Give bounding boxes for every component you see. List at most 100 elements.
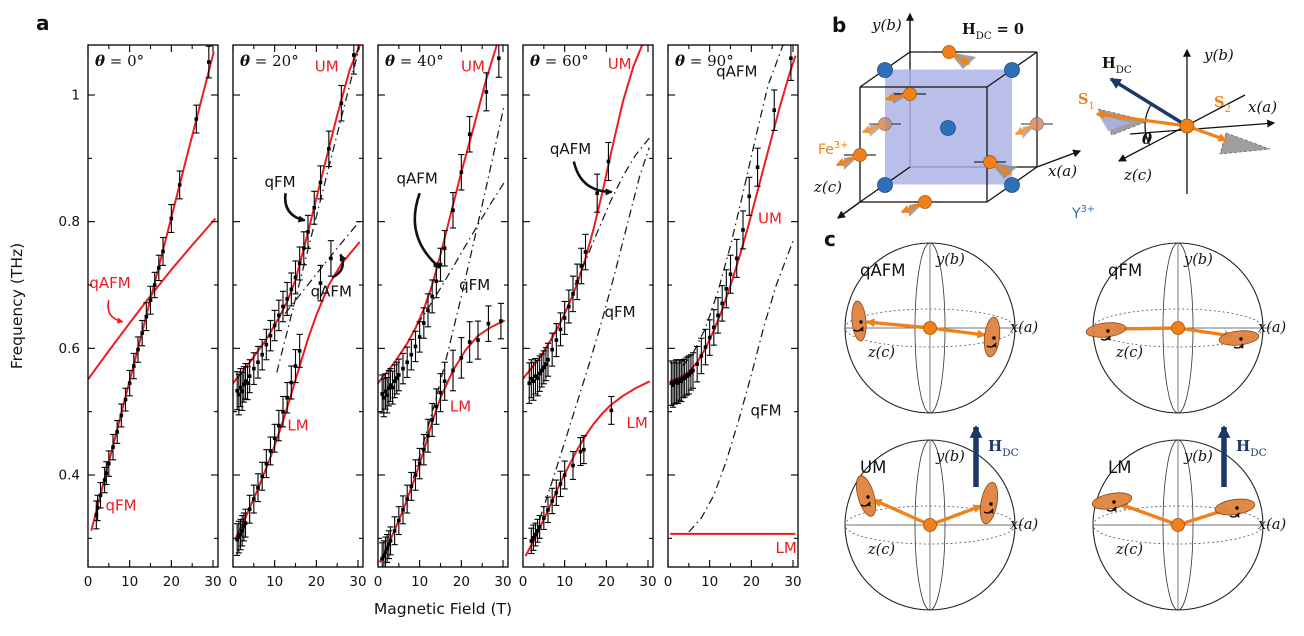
data-point — [412, 459, 419, 491]
curve-label-qfm: qFM — [751, 401, 782, 419]
data-point — [408, 471, 415, 501]
central-ion — [923, 321, 937, 335]
data-point — [288, 365, 295, 400]
spin-s1-arrow — [1095, 110, 1188, 128]
hdc-label: HDC — [1102, 55, 1132, 76]
curve-label-um: UM — [608, 55, 632, 73]
curve-qafm-model — [682, 45, 784, 367]
data-point — [694, 345, 701, 383]
annotation-arrow-qafm — [107, 300, 124, 324]
z-axis-arrow — [837, 201, 861, 219]
central-ion — [1179, 118, 1195, 134]
mode-label-qafm: qAFM — [860, 261, 906, 280]
data-point — [296, 333, 303, 368]
subplot-theta-2: qAFM qFM UM LM θ = 40° 0 10 20 30 — [374, 44, 512, 590]
curve-label-qafm: qAFM — [716, 63, 757, 81]
precession-direction-arrow — [1100, 335, 1111, 341]
data-point — [267, 319, 274, 352]
data-point — [97, 482, 104, 509]
z-axis-label: z(c) — [1115, 542, 1143, 558]
data-point — [412, 330, 419, 363]
data-point — [698, 337, 705, 375]
data-point — [706, 319, 713, 356]
data-point — [408, 338, 415, 371]
mode-sphere-lm: LM y(b) x(a) z(c) HDC — [1091, 425, 1286, 611]
data-point — [275, 299, 282, 332]
mode-label-lm: LM — [1108, 458, 1131, 477]
zero-field-label: HDC = 0 — [962, 21, 1024, 42]
cube-y-axis-label: y(b) — [871, 16, 902, 34]
data-point — [250, 352, 257, 385]
spin-arrow-left — [872, 498, 931, 527]
data-point — [271, 309, 278, 342]
data-point — [466, 115, 473, 153]
canting-fan-plane — [1098, 114, 1130, 131]
data-point — [577, 437, 584, 467]
data-point — [557, 312, 564, 347]
x-tick-label: 10 — [556, 574, 573, 590]
curve-qfm-model — [688, 237, 795, 533]
iron-ion-with-spin — [974, 155, 1017, 179]
central-ion — [1171, 321, 1185, 335]
data-point — [561, 300, 568, 335]
spin-arrow — [1014, 122, 1038, 136]
theta-angle-arc — [1144, 103, 1152, 146]
s1-label: S1 — [1078, 91, 1095, 112]
panel-b-crystal-structure-diagram: b y(b) x(a) z(c) HDC = 0 Fe3+ Y3+ y(b) x(a) z(c) H… — [813, 12, 1277, 222]
data-point — [387, 526, 394, 556]
data-point — [497, 302, 505, 340]
data-point — [485, 305, 492, 342]
data-point — [578, 247, 585, 285]
data-point — [557, 470, 564, 498]
data-point — [702, 328, 709, 366]
data-point — [395, 506, 402, 536]
curve-label-qafm: qAFM — [396, 170, 437, 188]
data-point — [723, 269, 730, 309]
iron-ion-with-spin — [900, 195, 941, 217]
hdc-label: HDC — [988, 437, 1019, 459]
iron-ion-with-spin — [835, 148, 876, 170]
y-tick-label: 1 — [71, 88, 80, 104]
plot-frame — [522, 44, 654, 568]
x-tick-label: 10 — [701, 574, 718, 590]
curve-qafm-model — [417, 182, 505, 325]
panel-label-a: a — [36, 11, 50, 35]
precession-disk — [983, 316, 1001, 358]
data-point — [259, 338, 266, 371]
precession-direction-arrow — [986, 342, 997, 348]
crystal-cube: y(b) x(a) z(c) HDC = 0 Fe3+ Y3+ — [813, 12, 1095, 222]
curve-label-lm: LM — [287, 417, 308, 435]
data-point — [147, 285, 154, 315]
spin-arrow-right — [929, 326, 987, 339]
data-point — [727, 254, 734, 294]
data-point — [263, 449, 270, 479]
annotation-arrow-qafm — [413, 192, 441, 269]
precession-direction-arrow — [860, 501, 871, 507]
data-point — [296, 246, 303, 281]
mode-sphere-qafm: qAFM y(b) x(a) z(c) — [844, 242, 1038, 414]
curve-label-um: UM — [758, 210, 782, 228]
data-point — [105, 450, 112, 477]
data-point — [549, 487, 556, 515]
data-point — [126, 369, 133, 397]
x-tick-label: 20 — [598, 574, 615, 590]
subplot-theta-3: qAFM qFM UM LM θ = 60° 0 10 20 30 — [519, 44, 657, 590]
data-point — [288, 272, 295, 307]
x-tick-label: 30 — [784, 574, 801, 590]
data-point — [151, 271, 158, 299]
data-point — [143, 302, 150, 332]
data-point — [569, 451, 577, 480]
x-axis-label: x(a) — [1010, 517, 1038, 533]
data-point — [433, 388, 440, 425]
precession-disk — [1218, 330, 1260, 346]
x-tick-label: 30 — [494, 574, 511, 590]
y-axis-label: Frequency (THz) — [8, 243, 26, 369]
data-point — [534, 359, 541, 397]
mode-sphere-um: UM y(b) x(a) z(c) HDC — [844, 425, 1038, 611]
plot-frame — [87, 44, 219, 568]
yttrium-ion — [1004, 62, 1020, 78]
data-point — [395, 358, 402, 392]
cube-z-axis-label: z(c) — [813, 178, 842, 196]
data-point — [284, 381, 291, 414]
